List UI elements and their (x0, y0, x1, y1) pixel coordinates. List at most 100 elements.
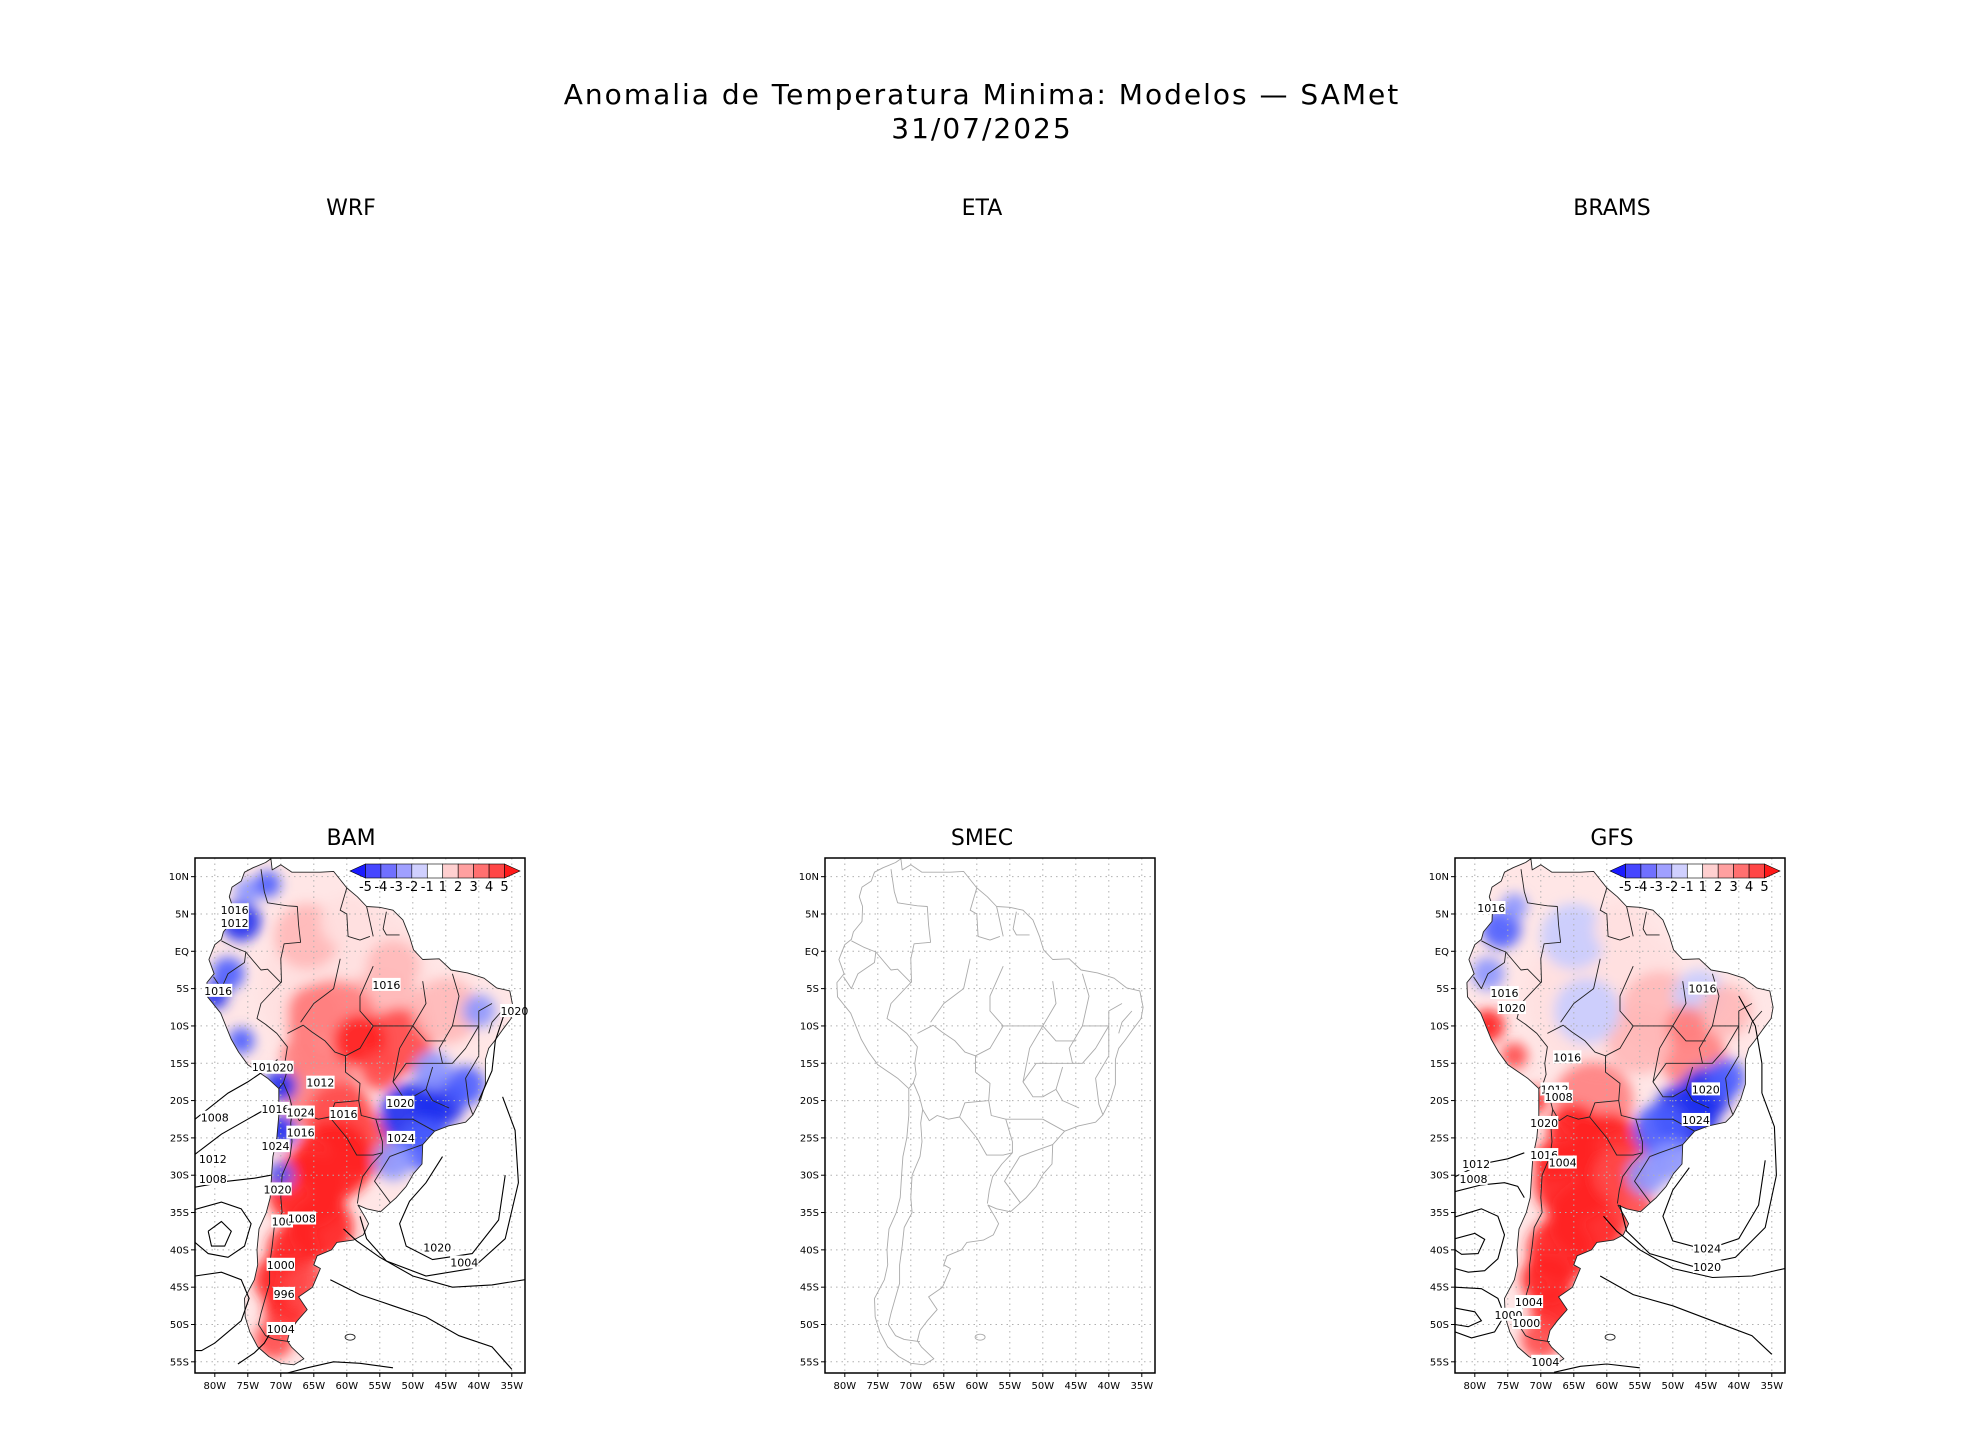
border-line (366, 906, 374, 937)
isobar-label: 996 (274, 1288, 295, 1301)
isobar-label: 1024 (1682, 1114, 1710, 1127)
graticule (1455, 858, 1785, 1373)
isobar-label-bg (1514, 1295, 1544, 1309)
border-line (260, 869, 302, 983)
border-line (1616, 1152, 1643, 1204)
lat-tick-label: 50S (170, 1320, 189, 1331)
falklands-islands (974, 1333, 986, 1341)
anomaly-blob (287, 984, 341, 1038)
lon-tick-label: 65W (1562, 1381, 1585, 1392)
isobar-label: 1016 (204, 985, 232, 998)
lon-tick-label: 50W (1661, 1381, 1684, 1392)
isobar-label-bg (271, 1214, 294, 1228)
anomaly-blob (1593, 902, 1647, 956)
lat-tick-label: 5S (806, 984, 819, 995)
lat-tick-label: 55S (800, 1357, 819, 1368)
border-line (1634, 1156, 1651, 1204)
border-line (392, 1025, 414, 1082)
anomaly-field (206, 858, 514, 1365)
lat-tick-label: 45S (170, 1283, 189, 1294)
isobar-label: 1020 (265, 1062, 293, 1075)
border-line (1711, 973, 1740, 1056)
border-line (1095, 1055, 1110, 1115)
border-line (375, 1118, 435, 1132)
border-line (843, 940, 877, 990)
lat-tick-label: 50S (1430, 1320, 1449, 1331)
lon-tick-label: 45W (434, 1381, 457, 1392)
colorbar-swatch (488, 863, 505, 879)
border-line (300, 958, 341, 1023)
border-line (488, 1010, 503, 1034)
isobar-label: 1016 (330, 1108, 358, 1121)
isobar-label-bg (200, 1110, 229, 1124)
colorbar-label: 2 (1714, 880, 1722, 895)
isobar-line (195, 1201, 252, 1258)
map-panel-gfs: 1016 1016 1016 1020 1012 1008 1016 1020 1020 1024… (1429, 857, 1786, 1392)
border-line (382, 911, 400, 936)
colorbar-swatch (442, 863, 459, 879)
anomaly-blob (254, 870, 281, 898)
isobar-label-bg (266, 1257, 295, 1271)
border-line (912, 1024, 991, 1122)
border-line (875, 951, 918, 1089)
isobar-label: 1016 (287, 1127, 315, 1140)
colorbar-label: 5 (1760, 880, 1768, 895)
isobar-label: 1020 (386, 1097, 414, 1110)
colorbar-label: -3 (390, 880, 403, 895)
lon-tick-label: 35W (1760, 1381, 1783, 1392)
isobar-line (1455, 1182, 1525, 1198)
isobar-line (478, 1010, 506, 1101)
isobar-label: 1024 (1693, 1242, 1721, 1255)
lat-tick-label: 55S (170, 1357, 189, 1368)
border-line (975, 1025, 1004, 1057)
lat-tick-label: 10S (170, 1021, 189, 1032)
plot-area (825, 858, 1155, 1373)
lon-tick-label: 80W (833, 1381, 856, 1392)
anomaly-blob (373, 1140, 413, 1181)
lat-tick-label: 5N (175, 909, 189, 920)
lat-tick-label: EQ (805, 947, 819, 958)
border-line (1072, 1025, 1110, 1064)
lat-tick-label: 55S (1430, 1357, 1449, 1368)
isobar-label: 1020 (1530, 1117, 1558, 1130)
isobar-label-bg (287, 1211, 317, 1225)
panel-title-eta: ETA (961, 196, 1003, 221)
lat-tick-label: 40S (170, 1245, 189, 1256)
isobar-label-bg (220, 915, 249, 929)
colorbar-label: -5 (1619, 880, 1632, 895)
border-line (1686, 1025, 1713, 1064)
figure-title-line2: 31/07/2025 (891, 112, 1073, 145)
isobar-line (1738, 995, 1763, 1094)
isobar-line (287, 1361, 394, 1373)
isobar-label: 1020 (1498, 1002, 1526, 1015)
lat-tick-label: 35S (800, 1208, 819, 1219)
border-line (412, 1025, 446, 1042)
isobar-label: 1012 (221, 917, 249, 930)
isobar-label: 1000 (267, 1259, 295, 1272)
colorbar: -5 -4 -3 -2 -1 1 2 3 4 5 (349, 863, 521, 895)
isobar-label-bg (1531, 1354, 1560, 1368)
border-line (1672, 1025, 1706, 1042)
lat-tick-label: 35S (170, 1208, 189, 1219)
colorbar-swatch (1748, 863, 1765, 879)
lon-tick-label: 80W (203, 1381, 226, 1392)
plot-frame (1454, 857, 1786, 1374)
anomaly-blob (445, 1065, 486, 1106)
isobar-label-bg (263, 1182, 292, 1196)
lon-tick-label: 80W (1463, 1381, 1486, 1392)
colorbar-swatch (1733, 863, 1750, 879)
lon-tick-label: 60W (335, 1381, 358, 1392)
colorbar-swatch (1671, 863, 1688, 879)
colorbar-label: -5 (359, 880, 372, 895)
isobar-label-bg (273, 1286, 295, 1300)
colorbar: -5 -4 -3 -2 -1 1 2 3 4 5 (1609, 863, 1781, 895)
lat-tick-label: 20S (1430, 1096, 1449, 1107)
border-line (1738, 1003, 1753, 1026)
border-line (1005, 1118, 1065, 1132)
border-line (374, 1156, 391, 1204)
isobar-label: 1004 (450, 1257, 478, 1270)
colorbar-swatch (396, 863, 413, 879)
isobar-label: 1008 (199, 1173, 227, 1186)
map-panel-smec: 10N 5N EQ 5S 10S 15S 20S 25S 30S 35S 40S 45S 50S 55S 8… (799, 857, 1156, 1392)
